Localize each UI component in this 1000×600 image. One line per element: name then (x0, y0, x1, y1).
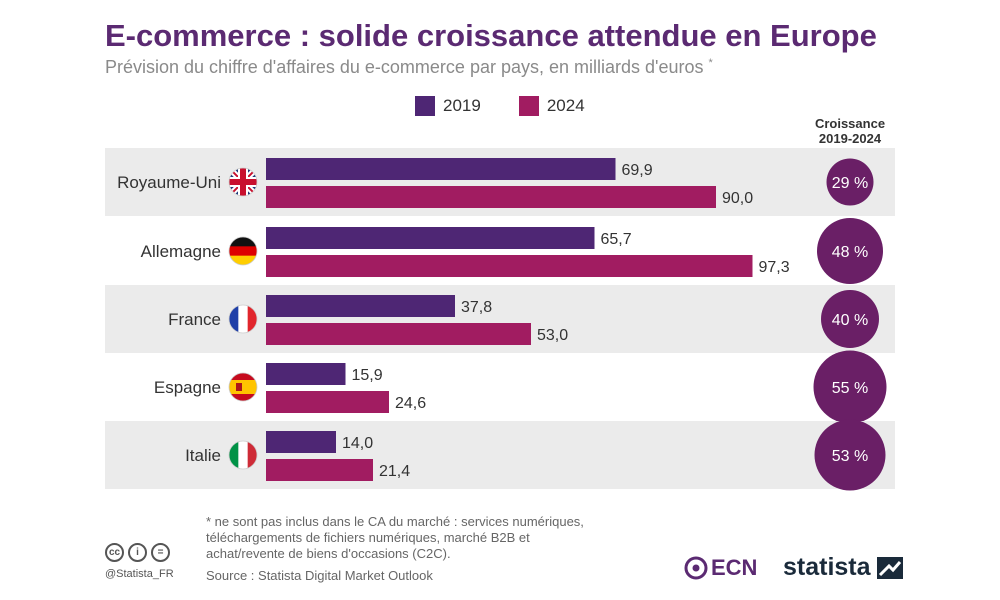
bar-2019-royaume-uni (266, 158, 616, 180)
growth-column-header: Croissance 2019-2024 (814, 116, 886, 146)
statista-logo: statista (783, 553, 903, 582)
category-label-france: France (168, 310, 221, 329)
growth-label-espagne: 55 % (832, 380, 868, 397)
ecn-logo-text: ECN (711, 555, 758, 580)
category-label-espagne: Espagne (154, 378, 221, 397)
category-label-italie: Italie (185, 446, 221, 465)
growth-label-italie: 53 % (832, 448, 868, 465)
cc-icon: cc (105, 543, 124, 562)
bar-2019-italie (266, 431, 336, 453)
france-flag-icon (229, 305, 257, 333)
legend-item-2019: 2019 (415, 96, 481, 116)
value-label-2024-allemagne: 97,3 (759, 259, 790, 276)
chart-title: E-commerce : solide croissance attendue … (105, 18, 877, 53)
source-note: Source : Statista Digital Market Outlook (206, 568, 433, 583)
ecn-logo-icon (684, 556, 708, 580)
growth-label-royaume-uni: 29 % (832, 175, 868, 192)
value-label-2024-royaume-uni: 90,0 (722, 190, 753, 207)
ecn-logo: ECN (684, 555, 757, 581)
value-label-2019-royaume-uni: 69,9 (622, 162, 653, 179)
license-icons: cc i = (105, 543, 170, 562)
subtitle-text: Prévision du chiffre d'affaires du e-com… (105, 57, 704, 77)
attribution-icon: i (128, 543, 147, 562)
value-label-2019-france: 37,8 (461, 299, 492, 316)
value-label-2024-espagne: 24,6 (395, 395, 426, 412)
subtitle-footnote-mark: * (708, 57, 713, 69)
bar-2019-france (266, 295, 455, 317)
legend-label-2019: 2019 (443, 96, 481, 115)
growth-circle-royaume-uni (826, 158, 874, 206)
statista-logo-icon (876, 556, 903, 579)
growth-circle-espagne (813, 350, 887, 424)
flag-border-france (228, 304, 258, 334)
bar-2024-italie (266, 459, 373, 481)
value-label-2024-france: 53,0 (537, 327, 568, 344)
bar-2019-allemagne (266, 227, 595, 249)
row-band-italie (105, 421, 895, 489)
growth-circle-france (821, 290, 879, 348)
bar-2019-espagne (266, 363, 346, 385)
category-label-allemagne: Allemagne (141, 242, 221, 261)
flag-border-italie (228, 440, 258, 470)
category-label-royaume-uni: Royaume-Uni (117, 173, 221, 192)
chart-legend: 2019 2024 (415, 96, 585, 116)
legend-item-2024: 2024 (518, 96, 585, 116)
legend-swatch-2019 (415, 96, 435, 116)
footnote: * ne sont pas inclus dans le CA du march… (206, 514, 584, 561)
flag-border-espagne (228, 372, 258, 402)
legend-swatch-2024 (518, 96, 539, 116)
uk-flag-icon (229, 168, 257, 196)
bar-2024-espagne (266, 391, 389, 413)
chart-subtitle: Prévision du chiffre d'affaires du e-com… (105, 57, 713, 78)
value-label-2024-italie: 21,4 (379, 463, 410, 480)
no-derivatives-icon: = (151, 543, 170, 562)
bar-2024-france (266, 323, 531, 345)
value-label-2019-espagne: 15,9 (352, 367, 383, 384)
germany-flag-icon (229, 237, 257, 265)
bar-2024-royaume-uni (266, 186, 716, 208)
twitter-handle: @Statista_FR (105, 568, 174, 580)
growth-circle-allemagne (817, 218, 883, 284)
growth-label-allemagne: 48 % (832, 244, 868, 261)
flag-border-royaume-uni (228, 167, 258, 197)
italy-flag-icon (229, 441, 257, 469)
bar-2024-allemagne (266, 255, 753, 277)
value-label-2019-allemagne: 65,7 (601, 231, 632, 248)
flag-border-allemagne (228, 236, 258, 266)
legend-label-2024: 2024 (546, 96, 585, 115)
value-label-2019-italie: 14,0 (342, 435, 373, 452)
spain-flag-icon (229, 373, 257, 401)
growth-circle-italie (814, 419, 886, 491)
statista-logo-text: statista (783, 553, 871, 581)
growth-label-france: 40 % (832, 312, 868, 329)
